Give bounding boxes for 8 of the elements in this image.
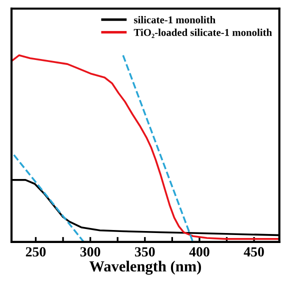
legend-label: silicate-1 monolith	[134, 16, 216, 24]
legend-label: TiO₂-loaded silicate-1 monolith	[134, 28, 272, 38]
x-tick-label: 350	[135, 247, 155, 257]
x-axis-title: Wavelength (nm)	[89, 260, 201, 275]
x-tick-label: 300	[80, 247, 100, 257]
x-tick-label: 400	[189, 247, 210, 257]
x-tick-label: 250	[26, 247, 46, 257]
x-tick-label: 450	[244, 247, 264, 257]
